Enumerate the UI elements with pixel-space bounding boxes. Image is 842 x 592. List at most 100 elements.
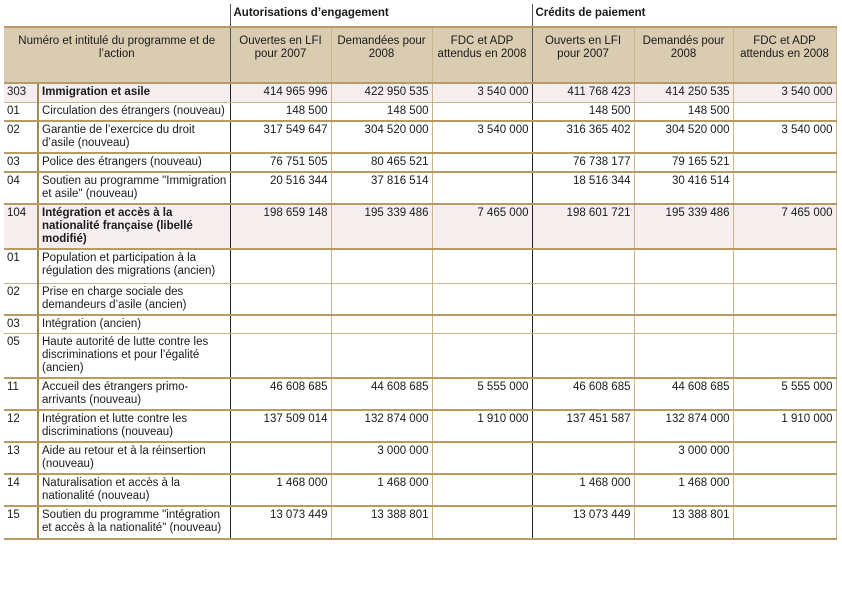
- value-cell: 13 388 801: [634, 506, 734, 540]
- value-cell: 76 751 505: [230, 153, 332, 173]
- row-label: Intégration et lutte contre les discrimi…: [38, 410, 231, 443]
- value-cell: [432, 314, 533, 334]
- group-header-ae: Autorisations d’engagement: [229, 4, 532, 28]
- action-row: 03 Police des étrangers (nouveau) 76 751 5…: [4, 153, 837, 173]
- action-row: 01 Population et participation à la régul…: [4, 249, 837, 284]
- value-cell: [733, 102, 837, 122]
- value-cell: 3 540 000: [733, 121, 837, 154]
- value-cell: 132 874 000: [634, 410, 734, 443]
- column-header: Demandés pour 2008: [634, 27, 734, 84]
- value-cell: [230, 249, 332, 284]
- value-cell: [432, 153, 533, 173]
- row-code: 15: [4, 506, 39, 540]
- value-cell: 80 465 521: [331, 153, 433, 173]
- value-cell: 304 520 000: [634, 121, 734, 154]
- row-label: Soutien au programme "Immigration et asi…: [38, 172, 231, 205]
- action-row: 04 Soutien au programme "Immigration et a…: [4, 172, 837, 205]
- value-cell: 195 339 486: [331, 204, 433, 250]
- action-row: 03 Intégration (ancien): [4, 314, 837, 334]
- row-code: 01: [4, 249, 39, 284]
- value-cell: [230, 283, 332, 316]
- value-cell: 137 451 587: [532, 410, 635, 443]
- row-code: 02: [4, 121, 39, 154]
- row-label: Prise en charge sociale des demandeurs d…: [38, 283, 231, 316]
- action-row: 02 Garantie de l’exercice du droit d’asil…: [4, 121, 837, 154]
- value-cell: 13 388 801: [331, 506, 433, 540]
- value-cell: 148 500: [634, 102, 734, 122]
- program-row: 104 Intégration et accès à la nationalité…: [4, 204, 837, 250]
- column-header: FDC et ADP attendus en 2008: [432, 27, 533, 84]
- value-cell: [733, 333, 837, 379]
- row-label: Circulation des étrangers (nouveau): [38, 102, 231, 122]
- value-cell: [331, 283, 433, 316]
- value-cell: 1 468 000: [634, 474, 734, 507]
- column-header: Ouverts en LFI pour 2007: [532, 27, 635, 84]
- value-cell: [532, 442, 635, 475]
- value-cell: [432, 102, 533, 122]
- action-row: 01 Circulation des étrangers (nouveau) 148…: [4, 102, 837, 122]
- row-label: Garantie de l’exercice du droit d’asile …: [38, 121, 231, 154]
- value-cell: 5 555 000: [733, 378, 837, 411]
- budget-table: Autorisations d’engagement Crédits de pa…: [4, 4, 837, 540]
- value-cell: [432, 333, 533, 379]
- value-cell: 422 950 535: [331, 83, 433, 103]
- value-cell: 3 000 000: [634, 442, 734, 475]
- value-cell: [532, 249, 635, 284]
- value-cell: 148 500: [230, 102, 332, 122]
- action-row: 02 Prise en charge sociale des demandeurs…: [4, 283, 837, 316]
- row-label: Aide au retour et à la réinsertion (nouv…: [38, 442, 231, 475]
- value-cell: 20 516 344: [230, 172, 332, 205]
- row-label: Immigration et asile: [38, 83, 231, 103]
- value-cell: [733, 283, 837, 316]
- value-cell: 414 965 996: [230, 83, 332, 103]
- row-label: Intégration (ancien): [38, 314, 231, 334]
- group-header-cp: Crédits de paiement: [531, 4, 837, 28]
- value-cell: 1 468 000: [230, 474, 332, 507]
- value-cell: 18 516 344: [532, 172, 635, 205]
- value-cell: 30 416 514: [634, 172, 734, 205]
- row-code: 104: [4, 204, 39, 250]
- program-row: 303 Immigration et asile 414 965 996 422 95…: [4, 83, 837, 103]
- action-row: 15 Soutien du programme "intégration et a…: [4, 506, 837, 540]
- value-cell: 13 073 449: [230, 506, 332, 540]
- action-row: 14 Naturalisation et accès à la nationali…: [4, 474, 837, 507]
- row-code: 02: [4, 283, 39, 316]
- row-code: 13: [4, 442, 39, 475]
- value-cell: 76 738 177: [532, 153, 635, 173]
- column-header: Demandées pour 2008: [331, 27, 433, 84]
- value-cell: 195 339 486: [634, 204, 734, 250]
- action-row: 11 Accueil des étrangers primo-arrivants …: [4, 378, 837, 411]
- value-cell: [733, 172, 837, 205]
- value-cell: [331, 314, 433, 334]
- row-label: Population et participation à la régulat…: [38, 249, 231, 284]
- value-cell: 1 468 000: [532, 474, 635, 507]
- column-header: FDC et ADP attendus en 2008: [733, 27, 837, 84]
- value-cell: [634, 283, 734, 316]
- action-row: 12 Intégration et lutte contre les discri…: [4, 410, 837, 443]
- row-code: 03: [4, 314, 39, 334]
- value-cell: [230, 442, 332, 475]
- value-cell: 3 000 000: [331, 442, 433, 475]
- row-label: Accueil des étrangers primo-arrivants (n…: [38, 378, 231, 411]
- row-code: 03: [4, 153, 39, 173]
- row-code: 05: [4, 333, 39, 379]
- value-cell: 7 465 000: [733, 204, 837, 250]
- action-row: 05 Haute autorité de lutte contre les dis…: [4, 333, 837, 379]
- row-code: 04: [4, 172, 39, 205]
- value-cell: 411 768 423: [532, 83, 635, 103]
- value-cell: 79 165 521: [634, 153, 734, 173]
- value-cell: 3 540 000: [432, 121, 533, 154]
- row-code: 12: [4, 410, 39, 443]
- value-cell: [331, 333, 433, 379]
- value-cell: 1 468 000: [331, 474, 433, 507]
- value-cell: 132 874 000: [331, 410, 433, 443]
- value-cell: [733, 314, 837, 334]
- value-cell: 1 910 000: [432, 410, 533, 443]
- value-cell: [634, 333, 734, 379]
- value-cell: 137 509 014: [230, 410, 332, 443]
- value-cell: 304 520 000: [331, 121, 433, 154]
- row-label: Soutien du programme "intégration et acc…: [38, 506, 231, 540]
- value-cell: 198 601 721: [532, 204, 635, 250]
- value-cell: 414 250 535: [634, 83, 734, 103]
- value-cell: [532, 283, 635, 316]
